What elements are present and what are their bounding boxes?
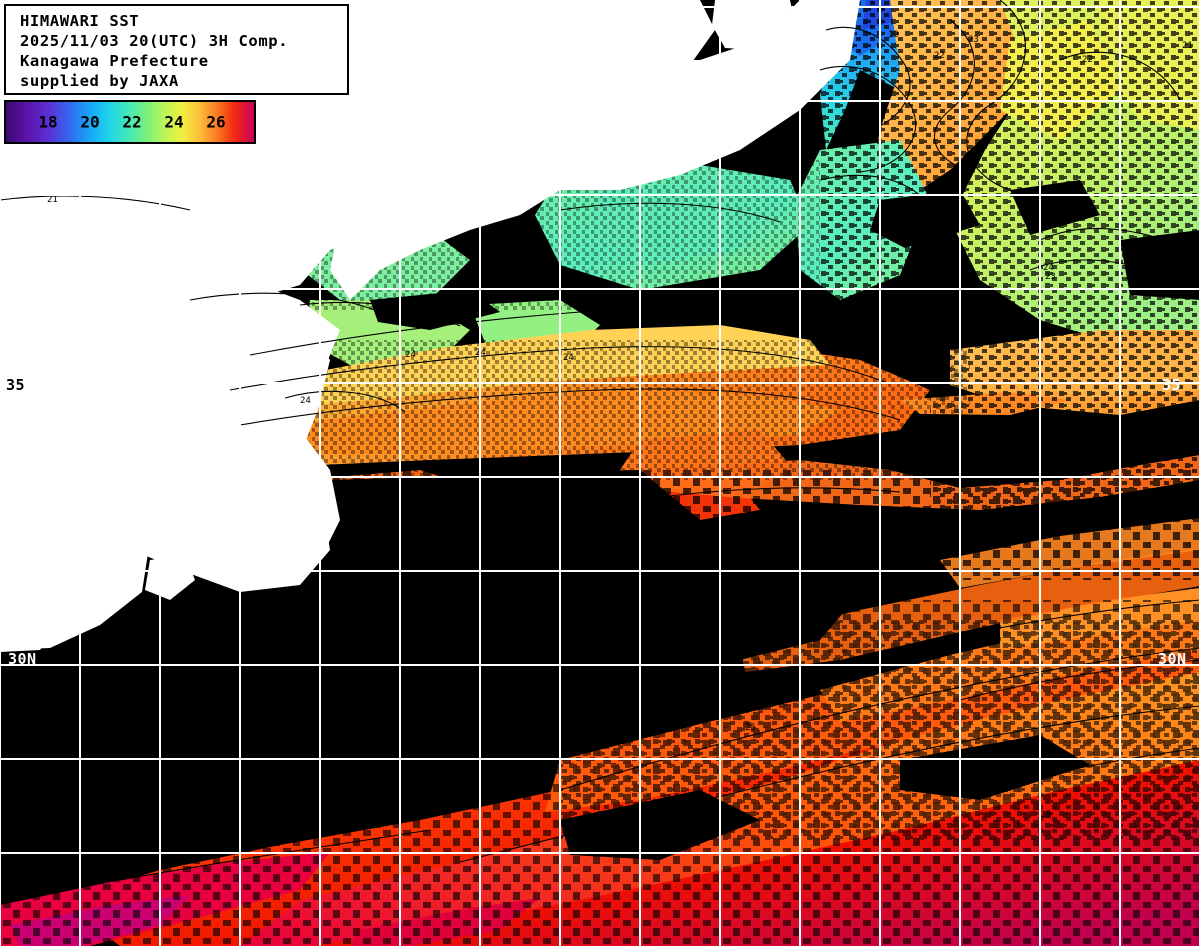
- colorbar-tick-20: 20: [80, 112, 100, 132]
- title-box: HIMAWARI SST 2025/11/03 20(UTC) 3H Comp.…: [4, 4, 349, 95]
- lat-label-35: 35: [1162, 376, 1182, 394]
- colorbar-tick-22: 22: [122, 112, 142, 132]
- title-line-datetime: 2025/11/03 20(UTC) 3H Comp.: [20, 32, 289, 50]
- contour-label-23: 23: [968, 35, 979, 45]
- contour-label-24: 24: [405, 350, 416, 360]
- colorbar-legend: 18 20 22 24 26: [4, 100, 256, 144]
- colorbar-tick-18: 18: [38, 112, 58, 132]
- contour-label-19: 19: [888, 30, 899, 40]
- colorbar-tick-24: 24: [164, 112, 184, 132]
- title-line-provider: Kanagawa Prefecture: [20, 52, 209, 70]
- colorbar-gradient: [6, 102, 254, 142]
- colorbar-tick-labels: 18 20 22 24 26: [6, 102, 254, 142]
- contour-label-22: 22: [934, 51, 945, 61]
- contour-label-21: 21: [1182, 41, 1193, 51]
- contour-label-23: 23: [1045, 272, 1056, 282]
- lat-label-30N: 30N: [8, 650, 37, 668]
- contour-label-25: 25: [745, 723, 756, 733]
- lat-label-35: 35: [6, 376, 26, 394]
- contour-label-24: 24: [563, 353, 574, 363]
- contour-label-21: 21: [47, 195, 58, 205]
- contour-label-22: 22: [1082, 55, 1093, 65]
- graticule-parallels: [0, 6, 1200, 854]
- contour-label-26: 26: [670, 723, 681, 733]
- contour-label-28: 28: [1040, 810, 1051, 820]
- colorbar-tick-26: 26: [206, 112, 226, 132]
- lat-label-30N: 30N: [1158, 650, 1187, 668]
- contour-label-24: 24: [300, 396, 311, 406]
- title-line-product: HIMAWARI SST: [20, 12, 140, 30]
- title-line-source: supplied by JAXA: [20, 72, 179, 90]
- contour-label-24: 24: [1043, 263, 1054, 273]
